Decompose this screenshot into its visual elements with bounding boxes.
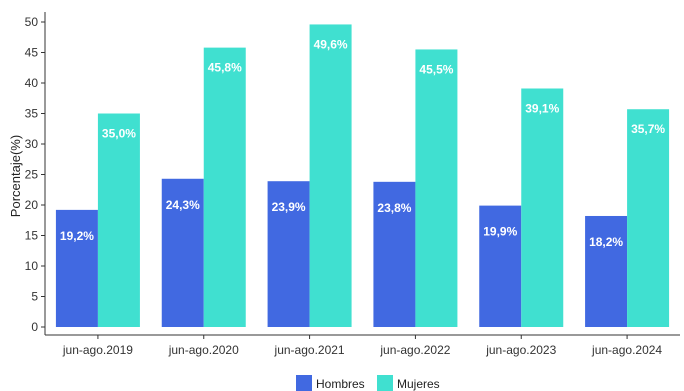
data-label-hombres: 19,2% — [60, 229, 94, 243]
y-tick-label: 15 — [25, 229, 39, 243]
x-tick-label: jun-ago.2023 — [485, 343, 556, 357]
data-label-mujeres: 45,8% — [208, 61, 242, 75]
data-label-mujeres: 39,1% — [525, 101, 559, 115]
y-axis-label: Porcentaje(%) — [8, 135, 23, 217]
bar-mujeres — [203, 47, 246, 328]
x-tick-label: jun-ago.2019 — [62, 343, 133, 357]
data-label-mujeres: 45,5% — [419, 62, 453, 76]
bar-mujeres — [97, 113, 140, 327]
y-tick-label: 35 — [25, 107, 39, 121]
bar-hombres — [479, 205, 522, 327]
bar-mujeres — [521, 88, 564, 328]
y-tick-label: 25 — [25, 168, 39, 182]
bar-hombres — [585, 215, 628, 327]
y-tick-label: 0 — [31, 320, 38, 334]
legend-label-mujeres: Mujeres — [397, 377, 440, 391]
x-tick-label: jun-ago.2020 — [168, 343, 239, 357]
y-tick-label: 20 — [25, 198, 39, 212]
data-label-hombres: 24,3% — [166, 198, 200, 212]
legend-label-hombres: Hombres — [316, 377, 365, 391]
legend: Hombres Mujeres — [296, 375, 440, 391]
bar-hombres — [161, 178, 204, 327]
x-tick-label: jun-ago.2024 — [591, 343, 662, 357]
data-label-hombres: 23,9% — [272, 200, 306, 214]
x-tick-label: jun-ago.2021 — [274, 343, 345, 357]
y-tick-label: 5 — [31, 290, 38, 304]
data-label-hombres: 23,8% — [377, 201, 411, 215]
legend-swatch-hombres — [296, 375, 312, 391]
plot-area: 0 5 10 15 20 25 30 35 40 45 50 jun-ago.2019 19,2% 35,… — [25, 12, 680, 357]
legend-swatch-mujeres — [377, 375, 393, 391]
y-tick-label: 45 — [25, 46, 39, 60]
bar-hombres — [267, 181, 310, 327]
data-label-hombres: 19,9% — [483, 225, 517, 239]
bar-mujeres — [415, 49, 458, 327]
y-tick-label: 30 — [25, 137, 39, 151]
data-label-mujeres: 49,6% — [314, 37, 348, 51]
data-label-mujeres: 35,7% — [631, 122, 665, 136]
data-label-mujeres: 35,0% — [102, 127, 136, 141]
bar-hombres — [373, 181, 416, 327]
y-tick-label: 10 — [25, 259, 39, 273]
bar-mujeres — [309, 24, 352, 327]
data-label-hombres: 18,2% — [589, 235, 623, 249]
y-tick-label: 50 — [25, 15, 39, 29]
bar-mujeres — [627, 109, 670, 327]
y-tick-label: 40 — [25, 76, 39, 90]
x-tick-label: jun-ago.2022 — [379, 343, 450, 357]
bar-hombres — [55, 209, 98, 327]
